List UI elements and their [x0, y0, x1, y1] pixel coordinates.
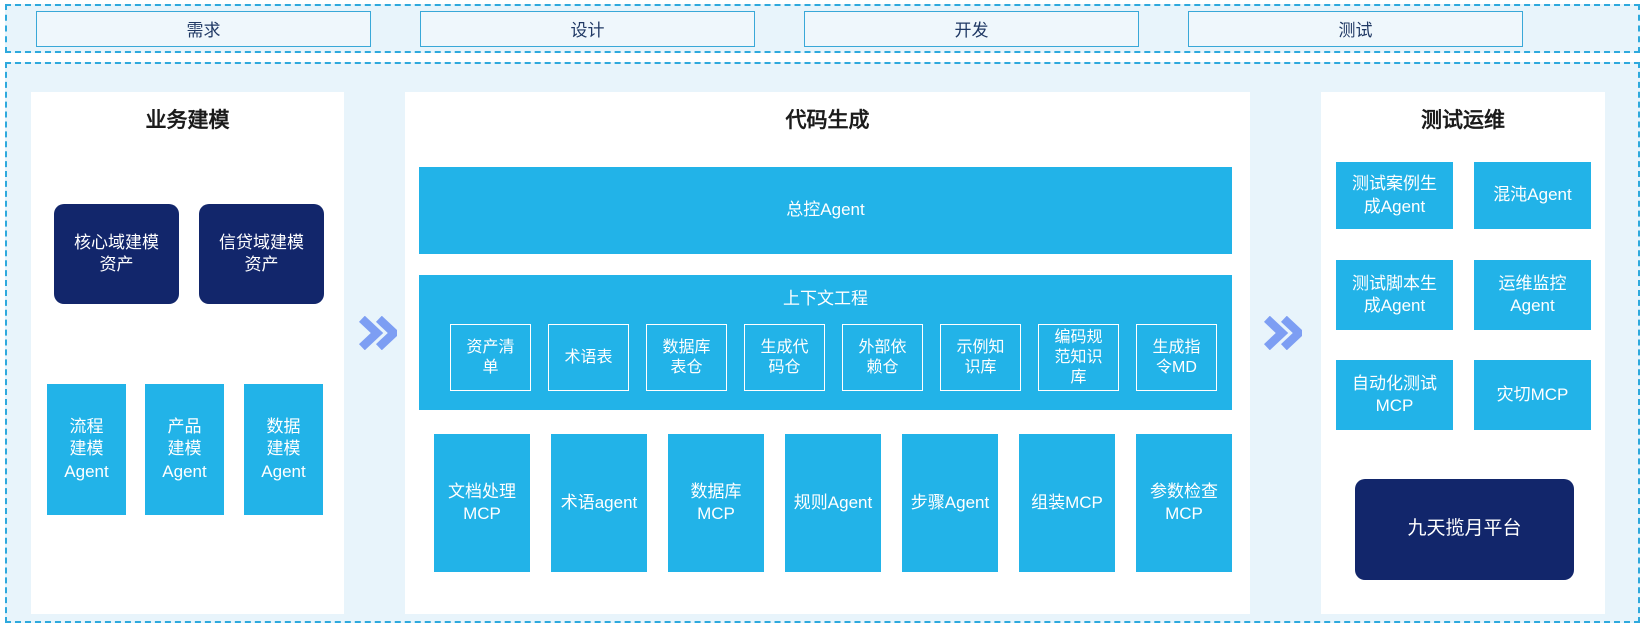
db-table-repo-box: 数据库 表仓: [646, 324, 727, 391]
parameter-check-mcp-box: 参数检查 MCP: [1136, 434, 1232, 572]
phase-development: 开发: [804, 10, 1139, 47]
generated-code-repo-box: 生成代 码仓: [744, 324, 825, 391]
glossary-box: 术语表: [548, 324, 629, 391]
asset-list-box: 资产清 单: [450, 324, 531, 391]
automated-test-mcp-box: 自动化测试 MCP: [1336, 360, 1453, 430]
phase-requirements: 需求: [36, 10, 371, 47]
rule-agent-box: 规则Agent: [785, 434, 881, 572]
product-modeling-agent-box: 产品 建模 Agent: [145, 384, 224, 515]
disaster-switch-mcp-box: 灾切MCP: [1474, 360, 1591, 430]
data-modeling-agent-box: 数据 建模 Agent: [244, 384, 323, 515]
glossary-agent-box: 术语agent: [551, 434, 647, 572]
master-control-agent-bar: 总控Agent: [419, 167, 1232, 254]
coding-standard-knowledge-base-box: 编码规 范知识 库: [1038, 324, 1119, 391]
external-dependency-repo-box: 外部依 赖仓: [842, 324, 923, 391]
context-engineering-title: 上下文工程: [783, 289, 868, 308]
assembly-mcp-box: 组装MCP: [1019, 434, 1115, 572]
step-agent-box: 步骤Agent: [902, 434, 998, 572]
context-engineering-items-row: 资产清 单 术语表 数据库 表仓 生成代 码仓 外部依 赖仓 示例知 识库 编码…: [450, 324, 1217, 391]
credit-domain-modeling-asset-box: 信贷域建模 资产: [199, 204, 324, 304]
process-modeling-agent-box: 流程 建模 Agent: [47, 384, 126, 515]
example-knowledge-base-box: 示例知 识库: [940, 324, 1021, 391]
test-script-generation-agent-box: 测试脚本生 成Agent: [1336, 260, 1453, 330]
panel-business-modeling-title: 业务建模: [145, 109, 230, 132]
phase-design: 设计: [420, 10, 755, 47]
test-case-generation-agent-box: 测试案例生 成Agent: [1336, 162, 1453, 229]
panel-test-ops-title: 测试运维: [1421, 109, 1505, 132]
code-generation-tools-row: 文档处理 MCP 术语agent 数据库 MCP 规则Agent 步骤Agent…: [434, 434, 1232, 572]
jiutian-lanyue-platform-box: 九天揽月平台: [1355, 479, 1574, 580]
generated-instruction-md-box: 生成指 令MD: [1136, 324, 1217, 391]
core-domain-modeling-asset-box: 核心域建模 资产: [54, 204, 179, 304]
database-mcp-box: 数据库 MCP: [668, 434, 764, 572]
panel-code-generation-title: 代码生成: [785, 109, 870, 132]
panel-code-generation: 代码生成 总控Agent 上下文工程 资产清 单 术语表 数据库 表仓 生成代 …: [405, 92, 1250, 614]
ops-monitoring-agent-box: 运维监控 Agent: [1474, 260, 1591, 330]
main-diagram-area: 业务建模 核心域建模 资产 信贷域建模 资产 流程 建模 Agent 产品 建模…: [5, 62, 1640, 623]
chaos-agent-box: 混沌Agent: [1474, 162, 1591, 229]
panel-test-ops: 测试运维 测试案例生 成Agent 混沌Agent 测试脚本生 成Agent 运…: [1321, 92, 1605, 614]
context-engineering-container: 上下文工程 资产清 单 术语表 数据库 表仓 生成代 码仓 外部依 赖仓 示例知…: [419, 275, 1232, 410]
chevron-right-arrow-icon: [1263, 316, 1302, 350]
phase-strip: 需求 设计 开发 测试: [5, 4, 1640, 53]
chevron-right-arrow-icon: [358, 316, 397, 350]
document-processing-mcp-box: 文档处理 MCP: [434, 434, 530, 572]
phase-testing: 测试: [1188, 10, 1523, 47]
panel-business-modeling: 业务建模 核心域建模 资产 信贷域建模 资产 流程 建模 Agent 产品 建模…: [31, 92, 344, 614]
